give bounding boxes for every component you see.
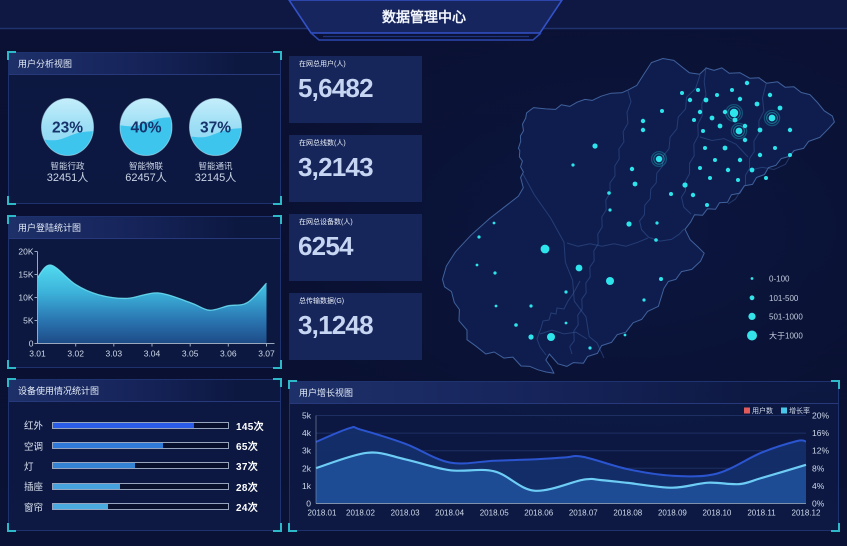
svg-text:0-100: 0-100 xyxy=(769,275,790,284)
svg-text:32145人: 32145人 xyxy=(195,171,237,184)
svg-text:1k: 1k xyxy=(302,481,312,491)
svg-text:2018.03: 2018.03 xyxy=(391,509,420,518)
svg-text:3.03: 3.03 xyxy=(106,349,123,359)
svg-text:2018.10: 2018.10 xyxy=(702,509,731,518)
svg-text:0: 0 xyxy=(29,339,34,349)
svg-text:2018.07: 2018.07 xyxy=(569,509,598,518)
svg-text:32451人: 32451人 xyxy=(47,171,89,184)
svg-text:用户数: 用户数 xyxy=(752,406,773,415)
svg-text:2018.01: 2018.01 xyxy=(308,509,337,518)
svg-text:2018.09: 2018.09 xyxy=(658,509,687,518)
svg-text:2018.08: 2018.08 xyxy=(613,509,642,518)
svg-text:3k: 3k xyxy=(302,446,312,456)
svg-text:15K: 15K xyxy=(18,270,33,280)
svg-text:4k: 4k xyxy=(302,428,312,438)
svg-text:5k: 5k xyxy=(302,411,312,421)
svg-text:3.01: 3.01 xyxy=(29,349,46,359)
svg-text:3.04: 3.04 xyxy=(144,349,161,359)
svg-text:16%: 16% xyxy=(812,428,829,438)
svg-text:12%: 12% xyxy=(812,446,829,456)
svg-text:3.05: 3.05 xyxy=(182,349,199,359)
svg-text:5K: 5K xyxy=(23,316,34,326)
svg-text:23%: 23% xyxy=(52,120,83,137)
svg-text:数据管理中心: 数据管理中心 xyxy=(382,9,466,25)
svg-text:增长率: 增长率 xyxy=(789,406,810,415)
svg-text:智能行政: 智能行政 xyxy=(50,161,85,171)
svg-text:2018.05: 2018.05 xyxy=(480,509,509,518)
svg-text:40%: 40% xyxy=(130,120,161,137)
svg-text:20%: 20% xyxy=(812,411,829,421)
svg-text:3.07: 3.07 xyxy=(258,349,275,359)
svg-text:62457人: 62457人 xyxy=(125,171,167,184)
svg-text:0%: 0% xyxy=(812,499,825,509)
svg-text:101-500: 101-500 xyxy=(769,294,799,303)
svg-text:2018.02: 2018.02 xyxy=(346,509,375,518)
svg-text:2k: 2k xyxy=(302,463,312,473)
svg-text:0: 0 xyxy=(306,499,311,509)
svg-text:10K: 10K xyxy=(18,293,33,303)
svg-text:2018.04: 2018.04 xyxy=(435,509,464,518)
svg-text:3.02: 3.02 xyxy=(67,349,84,359)
svg-text:501-1000: 501-1000 xyxy=(769,312,803,321)
svg-text:3.06: 3.06 xyxy=(220,349,237,359)
svg-text:20K: 20K xyxy=(18,247,33,257)
svg-text:2018.12: 2018.12 xyxy=(792,509,821,518)
svg-text:智能物联: 智能物联 xyxy=(129,161,164,171)
svg-text:2018.11: 2018.11 xyxy=(747,509,776,518)
svg-text:8%: 8% xyxy=(812,463,825,473)
svg-text:智能通讯: 智能通讯 xyxy=(198,161,233,171)
svg-text:37%: 37% xyxy=(200,120,231,137)
svg-text:2018.06: 2018.06 xyxy=(524,509,553,518)
svg-text:4%: 4% xyxy=(812,481,825,491)
svg-text:大于1000: 大于1000 xyxy=(769,331,803,341)
